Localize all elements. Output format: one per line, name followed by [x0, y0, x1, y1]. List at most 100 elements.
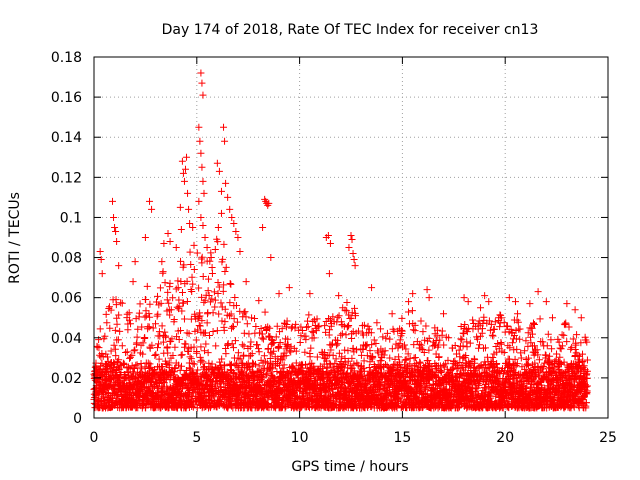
data-point [163, 296, 171, 304]
data-point [145, 323, 153, 331]
data-point [187, 260, 195, 268]
data-point [112, 352, 120, 360]
data-point [177, 326, 185, 334]
data-point [227, 280, 235, 288]
data-point [122, 349, 130, 357]
data-point [102, 350, 110, 358]
data-point [132, 361, 140, 369]
data-point [206, 257, 214, 265]
data-point [125, 363, 133, 371]
data-point [93, 343, 101, 351]
data-point [234, 349, 242, 357]
data-point [198, 317, 206, 325]
data-point [204, 275, 212, 283]
data-point [204, 349, 212, 357]
data-point [218, 355, 226, 363]
data-point [220, 240, 228, 248]
data-point [190, 343, 198, 351]
data-point [145, 400, 153, 408]
data-point [183, 298, 191, 306]
data-point [175, 336, 183, 344]
data-point [245, 330, 253, 338]
data-point [222, 263, 230, 271]
data-point [171, 343, 179, 351]
data-point [165, 299, 173, 307]
data-point [233, 318, 241, 326]
data-point [230, 315, 238, 323]
data-point [242, 313, 250, 321]
data-point [213, 327, 221, 335]
data-point [107, 347, 115, 355]
data-point [238, 341, 246, 349]
data-point [198, 293, 206, 301]
data-point [145, 310, 153, 318]
data-point [202, 329, 210, 337]
data-point [139, 339, 147, 347]
data-point [186, 353, 194, 361]
data-point [175, 296, 183, 304]
data-point [154, 340, 162, 348]
data-point [169, 352, 177, 360]
data-point [142, 295, 150, 303]
data-point [162, 360, 170, 368]
data-point [177, 278, 185, 286]
data-point [196, 322, 204, 330]
data-point [227, 310, 235, 318]
data-point [153, 292, 161, 300]
data-point [118, 342, 126, 350]
data-point [177, 257, 185, 265]
data-point [187, 355, 195, 363]
data-point [156, 284, 164, 292]
data-point [178, 362, 186, 370]
data-point [115, 311, 123, 319]
data-point [196, 312, 204, 320]
data-point [212, 342, 220, 350]
data-point [228, 361, 236, 369]
data-point [128, 351, 136, 359]
data-point [203, 372, 211, 380]
data-point [95, 344, 103, 352]
data-point [188, 273, 196, 281]
data-point [178, 351, 186, 359]
data-point [169, 294, 177, 302]
data-point [198, 253, 206, 261]
data-point [246, 343, 254, 351]
data-point [194, 366, 202, 374]
data-point [226, 280, 234, 288]
data-point [102, 310, 110, 318]
data-point [240, 329, 248, 337]
data-point [115, 373, 123, 381]
data-point [116, 327, 124, 335]
data-point [98, 359, 106, 367]
data-point [130, 365, 138, 373]
data-point [183, 277, 191, 285]
data-point [231, 337, 239, 345]
data-point [117, 299, 125, 307]
data-point [142, 404, 150, 412]
data-point [197, 356, 205, 364]
data-point [101, 332, 109, 340]
data-point [127, 320, 135, 328]
data-point [133, 333, 141, 341]
data-point [189, 403, 197, 411]
data-point [135, 309, 143, 317]
data-point [125, 309, 133, 317]
data-point [138, 365, 146, 373]
data-point [195, 313, 203, 321]
data-point [218, 317, 226, 325]
data-point [133, 361, 141, 369]
data-point [186, 248, 194, 256]
data-point [208, 263, 216, 271]
data-point [113, 320, 121, 328]
data-point [220, 281, 228, 289]
data-point [221, 268, 229, 276]
data-point [199, 273, 207, 281]
data-point [120, 360, 128, 368]
data-point [240, 309, 248, 317]
data-point [208, 295, 216, 303]
data-point [240, 351, 248, 359]
data-point [192, 336, 200, 344]
data-point [182, 340, 190, 348]
data-point [197, 343, 205, 351]
data-point [136, 300, 144, 308]
